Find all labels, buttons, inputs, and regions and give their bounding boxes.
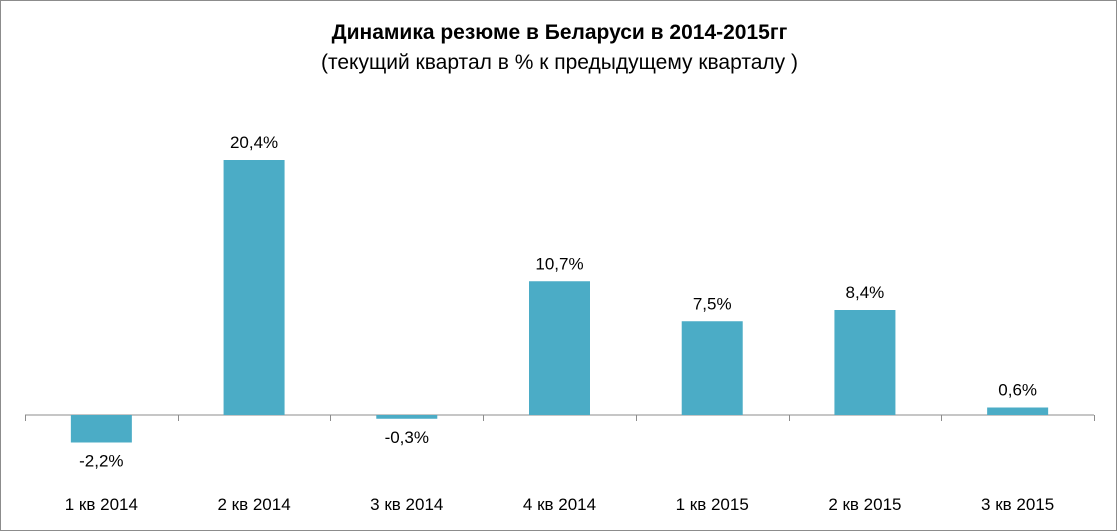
x-tick-label: 1 кв 2014 — [65, 495, 138, 514]
x-tick-label: 3 кв 2014 — [370, 495, 443, 514]
bar — [681, 321, 743, 415]
x-tick-label: 2 кв 2014 — [217, 495, 290, 514]
x-tick-label: 4 кв 2014 — [523, 495, 596, 514]
bar — [223, 160, 285, 415]
data-label: -0,3% — [385, 428, 429, 447]
bar — [70, 415, 132, 443]
bar — [987, 407, 1049, 415]
bar — [376, 415, 438, 419]
bar — [529, 281, 590, 415]
data-label: 8,4% — [846, 283, 885, 302]
data-label: -2,2% — [79, 452, 123, 471]
x-tick-label: 3 кв 2015 — [981, 495, 1054, 514]
data-label: 20,4% — [230, 133, 278, 152]
data-label: 0,6% — [998, 381, 1037, 400]
chart-subtitle: (текущий квартал в % к предыдущему кварт… — [321, 51, 798, 74]
x-tick-label: 2 кв 2015 — [828, 495, 901, 514]
data-label: 7,5% — [693, 294, 732, 313]
bar — [834, 310, 896, 415]
chart-title: Динамика резюме в Беларуси в 2014-2015гг — [331, 21, 788, 44]
data-label: 10,7% — [535, 254, 583, 273]
x-tick-label: 1 кв 2015 — [676, 495, 749, 514]
